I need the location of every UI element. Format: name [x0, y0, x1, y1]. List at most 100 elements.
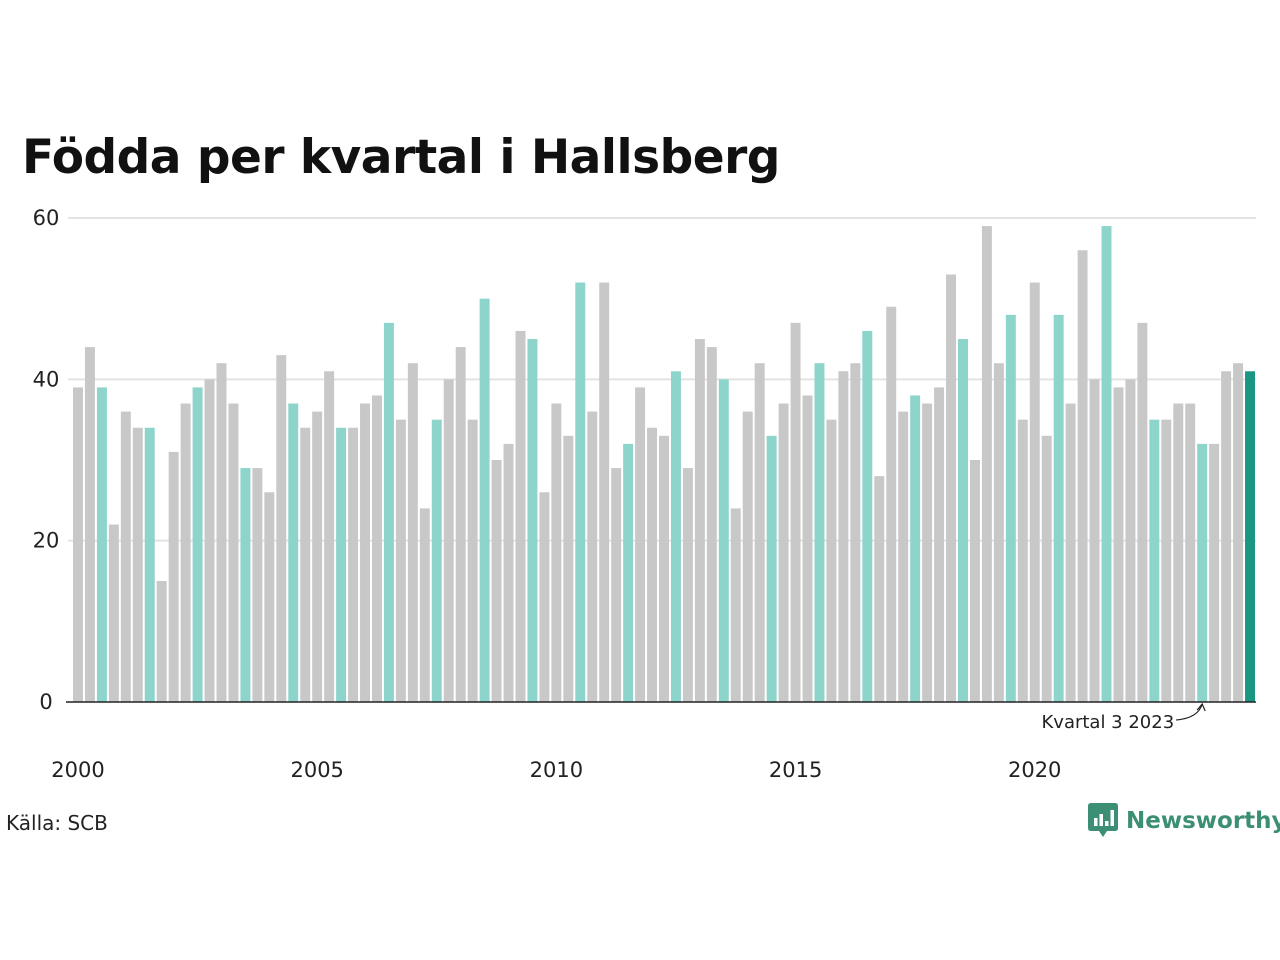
bar-2001-q2	[132, 427, 143, 702]
bar-2015-q3	[814, 363, 825, 702]
bar-2024-q2	[1233, 363, 1244, 702]
bar-2014-q3	[766, 435, 777, 702]
chart-title: Födda per kvartal i Hallsberg	[22, 130, 780, 185]
bar-2012-q4	[682, 468, 693, 702]
bar-2022-q1	[1125, 379, 1136, 702]
bar-2019-q2	[993, 363, 1004, 702]
bar-2013-q3	[718, 379, 729, 702]
bar-2012-q1	[647, 427, 658, 702]
annotation-label: Kvartal 3 2023	[1041, 712, 1174, 733]
annotation-arrow	[1176, 703, 1203, 721]
bar-2017-q1	[886, 306, 897, 702]
brand-name: Newsworthy	[1126, 808, 1280, 834]
bar-2017-q2	[898, 411, 909, 702]
bars	[73, 226, 1255, 702]
bar-2021-q3	[1101, 226, 1112, 702]
bar-2015-q1	[790, 322, 801, 702]
bar-2006-q3	[383, 322, 394, 702]
bar-2004-q1	[264, 492, 275, 702]
bar-2014-q1	[742, 411, 753, 702]
bar-2019-q3	[1005, 314, 1016, 702]
bar-2022-q3	[1149, 419, 1160, 702]
bar-2023-q4	[1209, 443, 1220, 702]
bar-2019-q1	[981, 226, 992, 702]
x-tick-label-2015: 2015	[769, 758, 822, 782]
bar-2013-q2	[706, 347, 717, 702]
bar-chart-speech-bubble-icon	[1088, 803, 1118, 837]
x-tick-label-2000: 2000	[51, 758, 104, 782]
bar-2016-q3	[862, 330, 873, 702]
bar-2004-q2	[276, 355, 287, 702]
bar-2000-q1	[73, 387, 83, 702]
bar-2007-q4	[443, 379, 454, 702]
bar-2009-q1	[503, 443, 514, 702]
bar-2002-q2	[180, 403, 191, 702]
bar-2016-q4	[874, 476, 885, 702]
bar-2006-q1	[360, 403, 370, 702]
bar-2021-q2	[1089, 379, 1100, 702]
bar-2024-q3	[1245, 371, 1255, 702]
bar-2017-q3	[910, 395, 921, 702]
bar-2015-q2	[802, 395, 813, 702]
bar-2003-q2	[228, 403, 239, 702]
bar-2019-q4	[1017, 419, 1028, 702]
y-tick-label-40: 40	[33, 367, 60, 391]
bar-2016-q1	[838, 371, 849, 702]
bar-2003-q3	[240, 468, 251, 702]
bar-2004-q3	[288, 403, 299, 702]
y-axis-ticks: 0 20 40 60	[33, 206, 60, 714]
bar-2009-q3	[527, 339, 538, 702]
y-tick-label-20: 20	[33, 529, 60, 553]
source-note: Källa: SCB	[6, 811, 108, 835]
bar-2012-q2	[659, 435, 669, 702]
y-tick-label-0: 0	[39, 690, 52, 714]
bar-2013-q4	[730, 508, 741, 702]
bar-2021-q4	[1113, 387, 1124, 702]
bar-2007-q3	[431, 419, 442, 702]
bar-2018-q2	[946, 274, 957, 702]
bar-2023-q1	[1173, 403, 1184, 702]
bar-2005-q3	[336, 427, 347, 702]
bar-2024-q1	[1221, 371, 1232, 702]
newsworthy-logo[interactable]: Newsworthy	[1088, 803, 1280, 839]
bar-2008-q4	[491, 460, 502, 702]
bar-2008-q1	[455, 347, 466, 702]
bar-2023-q3	[1197, 443, 1208, 702]
bar-2005-q1	[312, 411, 323, 702]
annotation: Kvartal 3 2023	[1041, 702, 1206, 733]
bar-2004-q4	[300, 427, 311, 702]
bar-2011-q2	[611, 468, 622, 702]
bar-2007-q2	[419, 508, 430, 702]
x-tick-label-2005: 2005	[290, 758, 343, 782]
bar-2012-q3	[670, 371, 681, 702]
bar-2011-q1	[599, 282, 610, 702]
bar-2005-q2	[324, 371, 335, 702]
y-tick-label-60: 60	[33, 206, 60, 230]
bar-2021-q1	[1077, 250, 1088, 702]
bar-2009-q2	[515, 330, 526, 702]
bar-2000-q4	[108, 524, 119, 702]
bar-2006-q2	[371, 395, 382, 702]
bar-2008-q2	[467, 419, 478, 702]
annotation-arrowhead	[1196, 702, 1206, 712]
bar-2014-q4	[778, 403, 789, 702]
x-tick-label-2020: 2020	[1008, 758, 1061, 782]
x-tick-label-2010: 2010	[530, 758, 583, 782]
bar-2002-q1	[168, 451, 179, 702]
bar-2008-q3	[479, 298, 490, 702]
bar-2010-q4	[587, 411, 598, 702]
bar-2007-q1	[407, 363, 418, 702]
bar-2001-q4	[156, 581, 167, 702]
bar-2020-q3	[1053, 314, 1064, 702]
bar-2002-q4	[204, 379, 215, 702]
bar-2022-q4	[1161, 419, 1172, 702]
bar-2001-q3	[144, 427, 155, 702]
bar-2003-q4	[252, 468, 263, 702]
bar-2000-q3	[96, 387, 107, 702]
bar-2009-q4	[539, 492, 550, 702]
bar-2015-q4	[826, 419, 837, 702]
bar-2010-q3	[575, 282, 586, 702]
bar-2013-q1	[694, 339, 705, 702]
bar-2018-q4	[969, 460, 980, 702]
